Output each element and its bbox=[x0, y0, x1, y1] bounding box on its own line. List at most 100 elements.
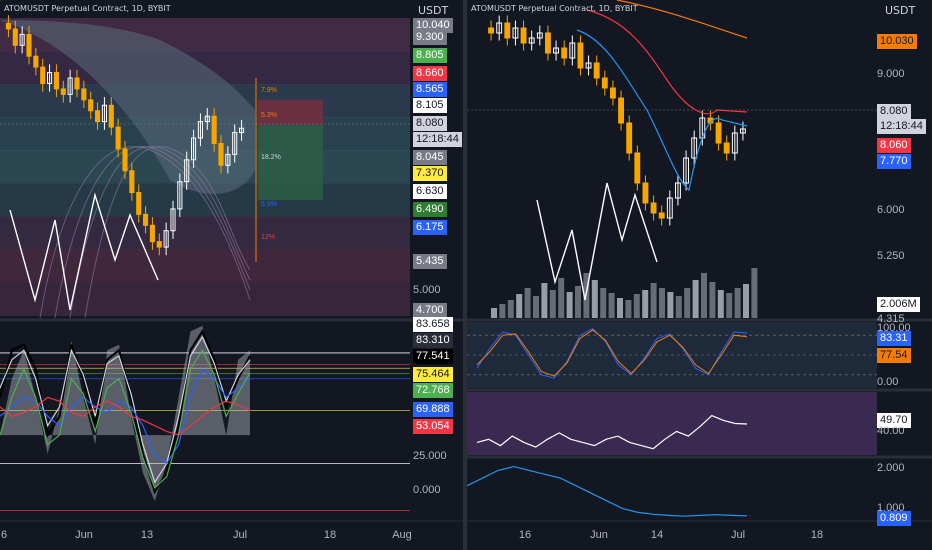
left-price-tag[interactable]: 8.105 bbox=[413, 98, 447, 113]
right-price-candle bbox=[650, 202, 657, 214]
volume-bar bbox=[549, 290, 556, 318]
left-price-candle bbox=[101, 104, 107, 123]
oscillator-series-line bbox=[0, 396, 251, 436]
right-stoch-tag[interactable]: 77.54 bbox=[877, 348, 911, 363]
left-oscillator-tag[interactable]: 77.541 bbox=[413, 349, 453, 364]
left-price-candle bbox=[40, 66, 46, 84]
left-time-tick: Jun bbox=[75, 529, 93, 541]
envelope-curve bbox=[39, 146, 251, 319]
fib-zone-lower bbox=[258, 125, 323, 200]
right-price-candle bbox=[528, 37, 535, 44]
volume-bar bbox=[743, 284, 749, 318]
left-price-candle bbox=[115, 126, 121, 150]
right-price-tag[interactable]: 6.000 bbox=[877, 204, 905, 216]
right-price-tag[interactable]: 10.030 bbox=[877, 34, 917, 49]
left-price-tag[interactable]: 9.300 bbox=[413, 30, 447, 45]
left-price-tag[interactable]: 6.630 bbox=[413, 184, 447, 199]
left-oscillator-tag[interactable]: 83.658 bbox=[413, 317, 453, 332]
left-time-tick: Aug bbox=[392, 529, 412, 541]
right-price-candle bbox=[610, 87, 616, 99]
right-adx-tag[interactable]: 2.000 bbox=[877, 462, 905, 474]
right-price-candle bbox=[593, 62, 600, 79]
right-price-candle bbox=[618, 97, 624, 124]
left-price-candle bbox=[129, 170, 135, 194]
left-price-tag[interactable]: 5.435 bbox=[413, 254, 447, 269]
left-price-candle bbox=[53, 72, 59, 90]
right-price-tag[interactable]: 9.000 bbox=[877, 68, 905, 80]
volume-bar bbox=[608, 293, 615, 318]
right-price-tag[interactable]: 4.315 bbox=[877, 313, 905, 325]
right-price-tag[interactable]: 2.006M bbox=[877, 297, 920, 312]
right-chart-panel[interactable]: ATOMUSDT Perpetual Contract, 1D, BYBIT U… bbox=[467, 0, 932, 550]
left-oscillator-tag[interactable]: 0.000 bbox=[413, 484, 441, 496]
left-price-candle bbox=[225, 153, 231, 166]
left-price-candle bbox=[191, 137, 197, 161]
right-price-candle bbox=[569, 42, 576, 59]
left-oscillator-tag[interactable]: 75.464 bbox=[413, 367, 453, 382]
left-price-candle bbox=[47, 72, 53, 84]
right-time-tick: Jul bbox=[730, 529, 746, 541]
right-price-candle bbox=[740, 128, 746, 134]
background-band bbox=[0, 249, 410, 283]
left-price-tag[interactable]: 5.000 bbox=[413, 284, 441, 296]
left-oscillator-tag[interactable]: 53.054 bbox=[413, 419, 453, 434]
left-price-tag[interactable]: 4.700 bbox=[413, 303, 447, 318]
right-price-candle bbox=[561, 47, 568, 59]
right-stoch-tag[interactable]: 0.00 bbox=[877, 376, 899, 388]
panel-divider[interactable] bbox=[463, 0, 467, 550]
left-oscillator-tag[interactable]: 25.000 bbox=[413, 450, 447, 462]
volume-bar bbox=[507, 300, 514, 318]
left-price-candle bbox=[204, 115, 210, 123]
left-price-tag[interactable]: 8.805 bbox=[413, 48, 447, 63]
left-price-tag[interactable]: 6.490 bbox=[413, 202, 447, 217]
right-rsi-tag[interactable]: 49.70 bbox=[877, 413, 911, 428]
volume-bar bbox=[617, 298, 623, 318]
left-price-candle bbox=[232, 132, 238, 155]
left-price-candle bbox=[149, 224, 155, 243]
right-price-candle bbox=[675, 182, 681, 199]
left-price-tag[interactable]: 8.565 bbox=[413, 82, 447, 97]
left-price-candle bbox=[170, 208, 176, 232]
stoch-series-line bbox=[476, 327, 748, 379]
right-adx-tag[interactable]: 0.809 bbox=[877, 511, 911, 526]
left-oscillator-tag[interactable]: 72.768 bbox=[413, 383, 453, 398]
left-price-tag[interactable]: 8.080 bbox=[413, 116, 447, 131]
left-price-candle bbox=[218, 142, 224, 166]
right-price-tag[interactable]: 7.770 bbox=[877, 154, 911, 169]
right-price-candle bbox=[496, 22, 503, 34]
right-stoch-tag[interactable]: 83.31 bbox=[877, 331, 911, 346]
right-rsi-tag[interactable]: 40.00 bbox=[877, 425, 905, 437]
ma-orange-line bbox=[616, 0, 748, 39]
right-price-candle bbox=[512, 27, 519, 39]
left-price-candle bbox=[177, 181, 183, 210]
left-chart-panel[interactable]: ATOMUSDT Perpetual Contract, 1D, BYBIT U… bbox=[0, 0, 463, 550]
envelope-curve bbox=[54, 146, 251, 319]
volume-bar bbox=[499, 304, 506, 318]
background-band bbox=[0, 216, 410, 250]
left-price-tag[interactable]: 8.660 bbox=[413, 66, 447, 81]
left-chart-canvas[interactable] bbox=[0, 0, 463, 550]
rsi-series-line bbox=[476, 414, 748, 450]
left-price-tag[interactable]: 7.370 bbox=[413, 166, 447, 181]
left-price-candle bbox=[88, 99, 94, 112]
left-price-tag[interactable]: 12:18:44 bbox=[413, 132, 462, 147]
zigzag-line bbox=[536, 182, 658, 301]
left-price-candle bbox=[33, 55, 39, 68]
right-price-tag[interactable]: 8.060 bbox=[877, 138, 911, 153]
left-price-tag[interactable]: 10.040 bbox=[413, 18, 453, 33]
right-chart-canvas[interactable] bbox=[467, 0, 932, 550]
volume-bar bbox=[524, 288, 531, 318]
left-price-tag[interactable]: 6.175 bbox=[413, 220, 447, 235]
left-oscillator-tag[interactable]: 69.888 bbox=[413, 402, 453, 417]
left-price-tag[interactable]: 8.045 bbox=[413, 150, 447, 165]
volume-bar bbox=[541, 283, 548, 318]
adx-series-line bbox=[467, 465, 748, 517]
right-price-tag[interactable]: 5.250 bbox=[877, 250, 905, 262]
left-oscillator-tag[interactable]: 83.310 bbox=[413, 333, 453, 348]
right-price-tag[interactable]: 8.080 bbox=[877, 104, 911, 119]
left-price-candle bbox=[156, 241, 162, 248]
fib-percent-label: 12% bbox=[261, 234, 276, 241]
volume-bar bbox=[717, 290, 724, 318]
right-price-tag[interactable]: 12:18:44 bbox=[877, 119, 926, 134]
right-time-tick: Jun bbox=[590, 529, 608, 541]
